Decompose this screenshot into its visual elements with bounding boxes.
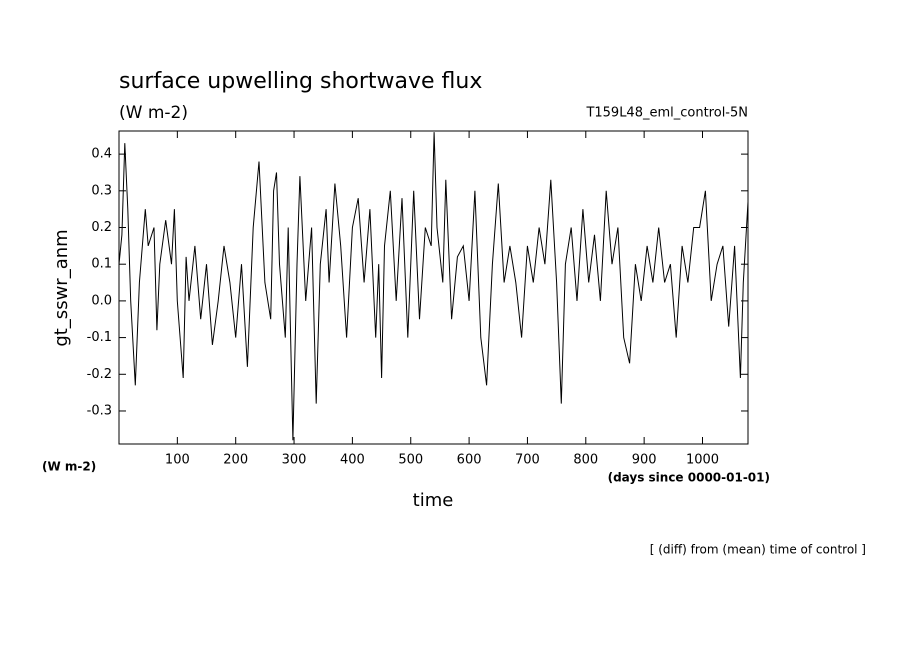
experiment-label: T159L48_eml_control-5N: [585, 106, 748, 121]
y-tick-label: 0.3: [91, 183, 112, 198]
x-tick-label: 700: [515, 453, 540, 468]
y-units: (W m-2): [42, 460, 96, 474]
y-tick-label: 0.1: [91, 257, 112, 272]
y-axis-label: gt_sswr_anm: [51, 229, 72, 346]
y-tick-label: -0.1: [87, 330, 112, 345]
x-units: (days since 0000-01-01): [608, 471, 770, 485]
y-tick-label: -0.3: [87, 403, 112, 418]
x-tick-label: 900: [632, 453, 657, 468]
x-tick-label: 500: [398, 453, 423, 468]
series-line: [118, 132, 749, 441]
x-tick-label: 200: [223, 453, 248, 468]
chart-subtitle: (W m-2): [119, 103, 188, 123]
x-tick-label: 600: [457, 453, 482, 468]
y-tick-label: -0.2: [87, 367, 112, 382]
y-tick-label: 0.4: [91, 147, 112, 162]
footnote: [ (diff) from (mean) time of control ]: [650, 543, 866, 557]
x-axis-label: time: [413, 490, 454, 511]
y-tick-label: 0.0: [91, 293, 112, 308]
x-tick-label: 400: [340, 453, 365, 468]
chart-title: surface upwelling shortwave flux: [119, 69, 482, 94]
plot-frame: [118, 130, 749, 445]
x-tick-label: 800: [573, 453, 598, 468]
x-tick-label: 300: [282, 453, 307, 468]
x-tick-label: 1000: [686, 453, 719, 468]
x-tick-label: 100: [165, 453, 190, 468]
y-tick-label: 0.2: [91, 220, 112, 235]
